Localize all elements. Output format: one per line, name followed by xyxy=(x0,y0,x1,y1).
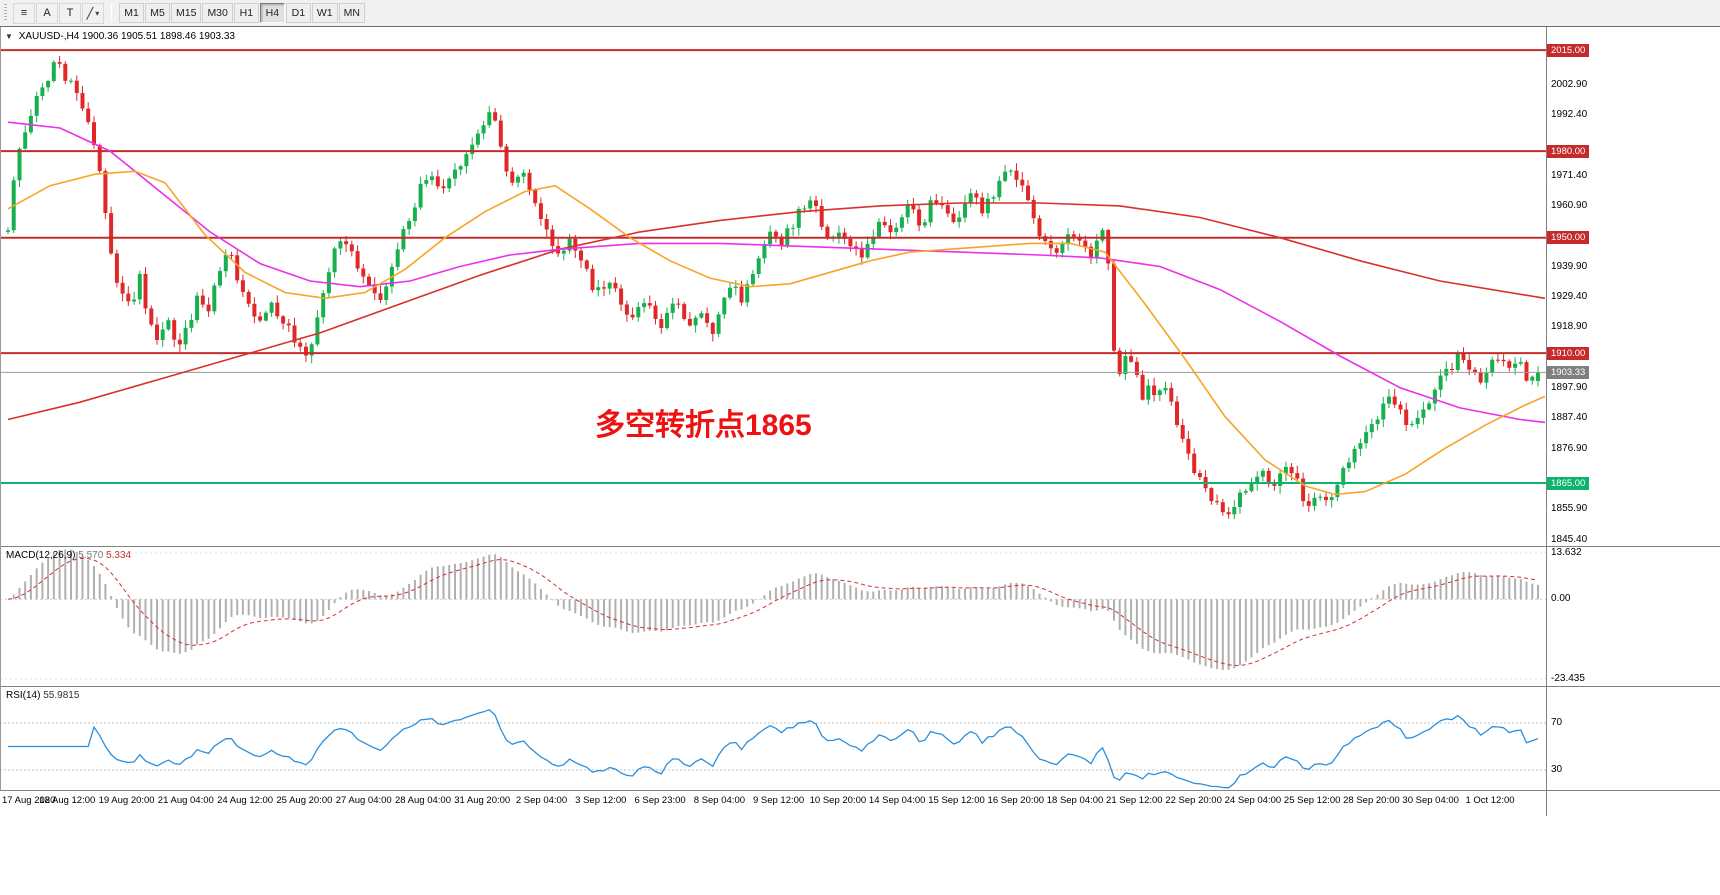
time-tick: 24 Sep 04:00 xyxy=(1224,795,1282,806)
menu-icon: ≡ xyxy=(20,7,28,19)
time-tick: 25 Sep 12:00 xyxy=(1283,795,1341,806)
time-tick: 9 Sep 12:00 xyxy=(752,795,805,806)
macd-label: MACD(12,26,9) 5.570 5.334 xyxy=(6,550,131,561)
rsi-level-70: 70 xyxy=(1551,717,1563,728)
cursor-tool-label: A xyxy=(43,7,51,19)
price-tick: 1887.40 xyxy=(1551,412,1588,424)
time-tick: 6 Sep 23:00 xyxy=(634,795,686,806)
rsi-level-30: 30 xyxy=(1551,764,1563,775)
window-left-border xyxy=(0,27,1,816)
macd-scale-bottom: -23.435 xyxy=(1551,673,1585,684)
macd-name: MACD(12,26,9) xyxy=(6,550,76,561)
price-tick: 1845.40 xyxy=(1551,533,1588,545)
rsi-label: RSI(14) 55.9815 xyxy=(6,690,79,701)
price-tick: 1855.90 xyxy=(1551,503,1588,515)
panel-separator-macd[interactable] xyxy=(0,546,1720,547)
time-tick: 14 Sep 04:00 xyxy=(868,795,926,806)
windows-list-button[interactable]: ≡ xyxy=(13,2,35,24)
time-tick: 1 Oct 12:00 xyxy=(1465,795,1515,806)
price-tick: 1960.90 xyxy=(1551,200,1588,212)
toolbar-left-group: ≡ A T ╱ ▾ xyxy=(13,2,104,24)
time-tick: 18 Sep 04:00 xyxy=(1046,795,1104,806)
price-tick: 1876.90 xyxy=(1551,442,1588,454)
main-chart-canvas[interactable] xyxy=(0,27,1546,546)
text-tool-button[interactable]: T xyxy=(59,2,81,24)
price-badge-2015.00: 2015.00 xyxy=(1547,43,1590,57)
price-tick: 1992.40 xyxy=(1551,109,1588,121)
time-tick: 15 Sep 12:00 xyxy=(928,795,985,806)
time-tick: 3 Sep 12:00 xyxy=(575,795,627,806)
price-badge-1903.33: 1903.33 xyxy=(1547,365,1590,379)
drawing-tool-button[interactable]: ╱ ▾ xyxy=(82,2,104,24)
timeframe-h4-button[interactable]: H4 xyxy=(259,3,285,23)
cursor-tool-button[interactable]: A xyxy=(36,2,58,24)
line-tool-icon: ╱ xyxy=(86,7,94,20)
time-tick: 18 Aug 12:00 xyxy=(39,795,96,806)
price-badge-1950.00: 1950.00 xyxy=(1547,231,1590,245)
time-tick: 30 Sep 04:00 xyxy=(1402,795,1459,806)
price-badge-1980.00: 1980.00 xyxy=(1547,144,1590,158)
time-tick: 2 Sep 04:00 xyxy=(515,795,568,806)
toolbar-grip[interactable] xyxy=(4,4,7,22)
time-tick: 24 Aug 12:00 xyxy=(217,795,274,806)
collapse-icon[interactable]: ▼ xyxy=(5,32,13,41)
chart-annotation[interactable]: 多空转折点1865 xyxy=(595,409,812,442)
timeframe-mn-button[interactable]: MN xyxy=(338,3,365,23)
time-tick: 27 Aug 04:00 xyxy=(335,795,392,806)
text-tool-label: T xyxy=(66,7,74,19)
timeframe-h1-button[interactable]: H1 xyxy=(233,3,259,23)
time-tick: 22 Sep 20:00 xyxy=(1165,795,1222,806)
price-scale[interactable]: 13.632 0.00 -23.435 70 30 1845.40 1855.90… xyxy=(1547,27,1720,816)
chevron-down-icon: ▾ xyxy=(95,8,100,18)
price-badge-1865.00: 1865.00 xyxy=(1547,476,1590,490)
timeframe-m30-button[interactable]: M30 xyxy=(202,3,233,23)
time-axis[interactable]: 17 Aug 2020 18 Aug 12:00 19 Aug 20:00 21 Au… xyxy=(0,791,1546,816)
time-tick: 31 Aug 20:00 xyxy=(454,795,511,806)
time-axis-separator xyxy=(0,790,1720,791)
time-tick: 21 Aug 04:00 xyxy=(157,795,214,806)
timeframe-group: M1 M5 M15 M30 H1 H4 D1 W1 MN xyxy=(119,3,365,23)
price-tick: 1897.90 xyxy=(1551,382,1588,393)
price-badge-1910.00: 1910.00 xyxy=(1547,346,1590,360)
time-tick: 10 Sep 20:00 xyxy=(809,795,867,806)
price-tick: 1929.40 xyxy=(1551,291,1588,303)
symbol-info: ▼ XAUUSD-,H4 1900.36 1905.51 1898.46 190… xyxy=(5,31,235,42)
time-tick: 19 Aug 20:00 xyxy=(98,795,155,806)
time-tick: 28 Aug 04:00 xyxy=(395,795,451,806)
rsi-value: 55.9815 xyxy=(43,690,80,701)
macd-scale-top: 13.632 xyxy=(1551,547,1582,558)
macd-value-signal: 5.334 xyxy=(106,550,132,561)
time-tick: 16 Sep 20:00 xyxy=(987,795,1045,806)
price-tick: 1939.90 xyxy=(1551,260,1588,272)
timeframe-w1-button[interactable]: W1 xyxy=(311,3,338,23)
symbol-info-text: XAUUSD-,H4 1900.36 1905.51 1898.46 1903.… xyxy=(18,31,235,42)
toolbar-separator xyxy=(111,4,112,22)
timeframe-d1-button[interactable]: D1 xyxy=(285,3,311,23)
timeframe-m1-button[interactable]: M1 xyxy=(119,3,144,23)
toolbar: ≡ A T ╱ ▾ M1 M5 M15 M30 H1 H4 D1 W1 MN xyxy=(0,0,1720,27)
time-tick: 25 Aug 20:00 xyxy=(276,795,333,806)
price-tick: 2002.90 xyxy=(1551,79,1588,90)
price-axis-separator xyxy=(1546,27,1547,816)
time-tick: 17 Aug 2020 xyxy=(2,795,56,806)
price-tick: 1971.40 xyxy=(1551,169,1588,181)
time-tick: 28 Sep 20:00 xyxy=(1343,795,1400,806)
macd-scale-zero: 0.00 xyxy=(1551,593,1571,605)
panel-separator-rsi[interactable] xyxy=(0,686,1720,687)
timeframe-m15-button[interactable]: M15 xyxy=(171,3,202,23)
price-tick: 1918.90 xyxy=(1551,321,1588,333)
rsi-canvas[interactable] xyxy=(0,686,1546,790)
rsi-name: RSI(14) xyxy=(6,690,41,701)
macd-canvas[interactable] xyxy=(0,546,1546,686)
time-tick: 21 Sep 12:00 xyxy=(1106,795,1163,806)
macd-value-main: 5.570 xyxy=(78,550,104,561)
time-tick: 8 Sep 04:00 xyxy=(693,795,746,806)
timeframe-m5-button[interactable]: M5 xyxy=(145,3,170,23)
